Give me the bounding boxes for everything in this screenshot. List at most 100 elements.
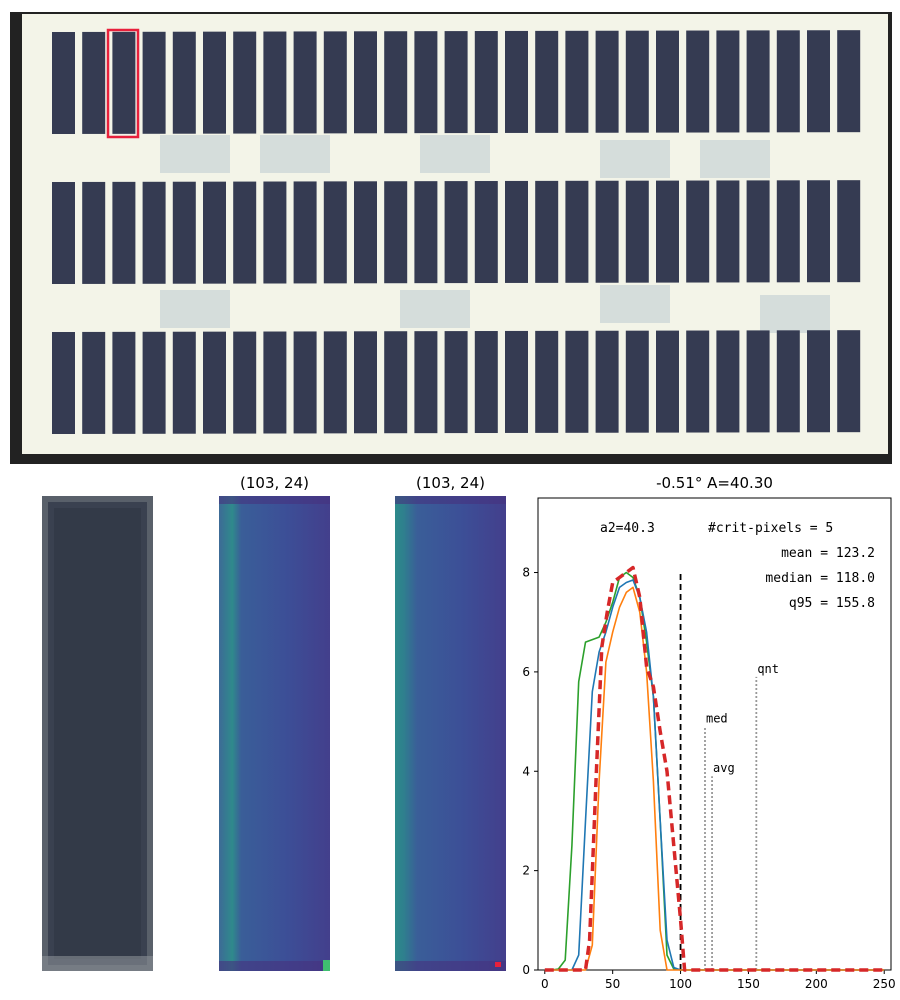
cell-crop-image	[42, 496, 153, 971]
solar-cell	[414, 181, 438, 284]
solar-cell	[656, 330, 679, 433]
solar-cell	[263, 331, 287, 434]
solar-cell	[807, 30, 830, 133]
annotation-a2: a2=40.3	[600, 521, 655, 536]
solar-cell	[807, 180, 830, 283]
solar-cell	[354, 331, 377, 434]
plate-stain	[400, 290, 470, 328]
plate-stain	[600, 140, 670, 178]
x-tick-label: 200	[805, 977, 828, 991]
solar-cell	[535, 180, 559, 283]
solar-cell	[112, 181, 136, 284]
solar-cell	[595, 330, 619, 433]
x-tick-label: 100	[669, 977, 692, 991]
solar-cell	[776, 330, 800, 433]
annotation-median: median = 118.0	[765, 571, 875, 586]
solar-cell	[716, 330, 740, 433]
solar-cell	[82, 181, 106, 284]
solar-cell	[142, 331, 166, 434]
solar-cell	[293, 181, 317, 284]
solar-cell	[142, 181, 166, 284]
solar-cell	[323, 181, 347, 284]
solar-cell	[716, 30, 740, 133]
solar-cell	[82, 31, 106, 134]
solar-cell	[52, 332, 75, 434]
y-tick-label: 6	[522, 665, 530, 679]
module-overview-image	[10, 12, 892, 464]
solar-cell	[203, 331, 226, 434]
vline-label-avg: avg	[713, 761, 735, 775]
solar-cell	[384, 181, 408, 284]
solar-cell	[293, 331, 317, 434]
solar-cell	[686, 30, 710, 133]
solar-cell	[444, 31, 468, 134]
solar-cell	[233, 31, 257, 134]
solar-cell	[172, 181, 196, 284]
vline-label-med: med	[706, 712, 728, 726]
solar-cell	[746, 30, 770, 133]
solar-cell	[203, 181, 226, 284]
solar-cell	[565, 30, 589, 133]
solar-cell	[776, 180, 800, 283]
solar-cell	[716, 180, 740, 283]
solar-cell	[686, 180, 710, 283]
solar-cell	[233, 181, 257, 284]
solar-cell	[323, 331, 347, 434]
solar-cell	[414, 31, 438, 134]
annotation-q95: q95 = 155.8	[789, 596, 875, 611]
plot-area	[537, 497, 892, 971]
plate-stain	[600, 285, 670, 323]
solar-cell	[384, 331, 408, 434]
annotation-mean: mean = 123.2	[781, 546, 875, 561]
solar-cell	[686, 330, 710, 433]
solar-cell	[565, 180, 589, 283]
y-tick-label: 2	[522, 864, 530, 878]
solar-cell	[595, 180, 619, 283]
solar-cell	[474, 181, 498, 284]
solar-cell	[776, 30, 800, 133]
plate-stain	[160, 290, 230, 328]
solar-cell	[837, 330, 861, 433]
chart-title: -0.51° A=40.30	[656, 474, 773, 492]
series-line-2	[544, 579, 885, 971]
y-tick-label: 4	[522, 764, 530, 778]
heatmap-2-image	[395, 496, 506, 971]
plate-stain	[760, 295, 830, 333]
solar-cell	[837, 180, 861, 283]
solar-cell	[354, 31, 377, 134]
series-line-4	[544, 565, 885, 972]
solar-cell	[505, 180, 528, 283]
solar-cell	[52, 182, 75, 284]
solar-cell	[444, 331, 468, 434]
x-tick-label: 50	[605, 977, 620, 991]
solar-cell	[203, 31, 226, 134]
solar-cell	[505, 30, 528, 133]
y-tick-label: 0	[522, 963, 530, 977]
solar-cell	[656, 30, 679, 133]
solar-cell	[172, 31, 196, 134]
solar-cell	[414, 331, 438, 434]
annotation-crit: #crit-pixels = 5	[708, 521, 833, 536]
solar-cell	[746, 330, 770, 433]
solar-cell	[142, 31, 166, 134]
heatmap-1-title: (103, 24)	[240, 474, 309, 492]
histogram-chart: -0.51° A=40.30 0 50 100 150 200 250 0 2 4 6 8 med avg…	[522, 474, 895, 991]
y-tick-label: 8	[522, 566, 530, 580]
solar-cell	[505, 330, 528, 433]
plate-stain	[260, 135, 330, 173]
solar-cell	[293, 31, 317, 134]
solar-cell	[746, 180, 770, 283]
solar-cell	[625, 330, 649, 433]
solar-cell	[656, 180, 679, 283]
selected-cell-highlight	[106, 28, 140, 139]
solar-cell	[474, 331, 498, 434]
heatmap-1-image	[219, 496, 330, 971]
solar-cell	[263, 31, 287, 134]
solar-cell	[837, 30, 861, 133]
solar-cell	[82, 331, 106, 434]
solar-cell	[625, 30, 649, 133]
solar-cell	[384, 31, 408, 134]
vline-label-qnt: qnt	[757, 662, 779, 676]
solar-cell	[112, 31, 136, 134]
solar-cell	[474, 31, 498, 134]
